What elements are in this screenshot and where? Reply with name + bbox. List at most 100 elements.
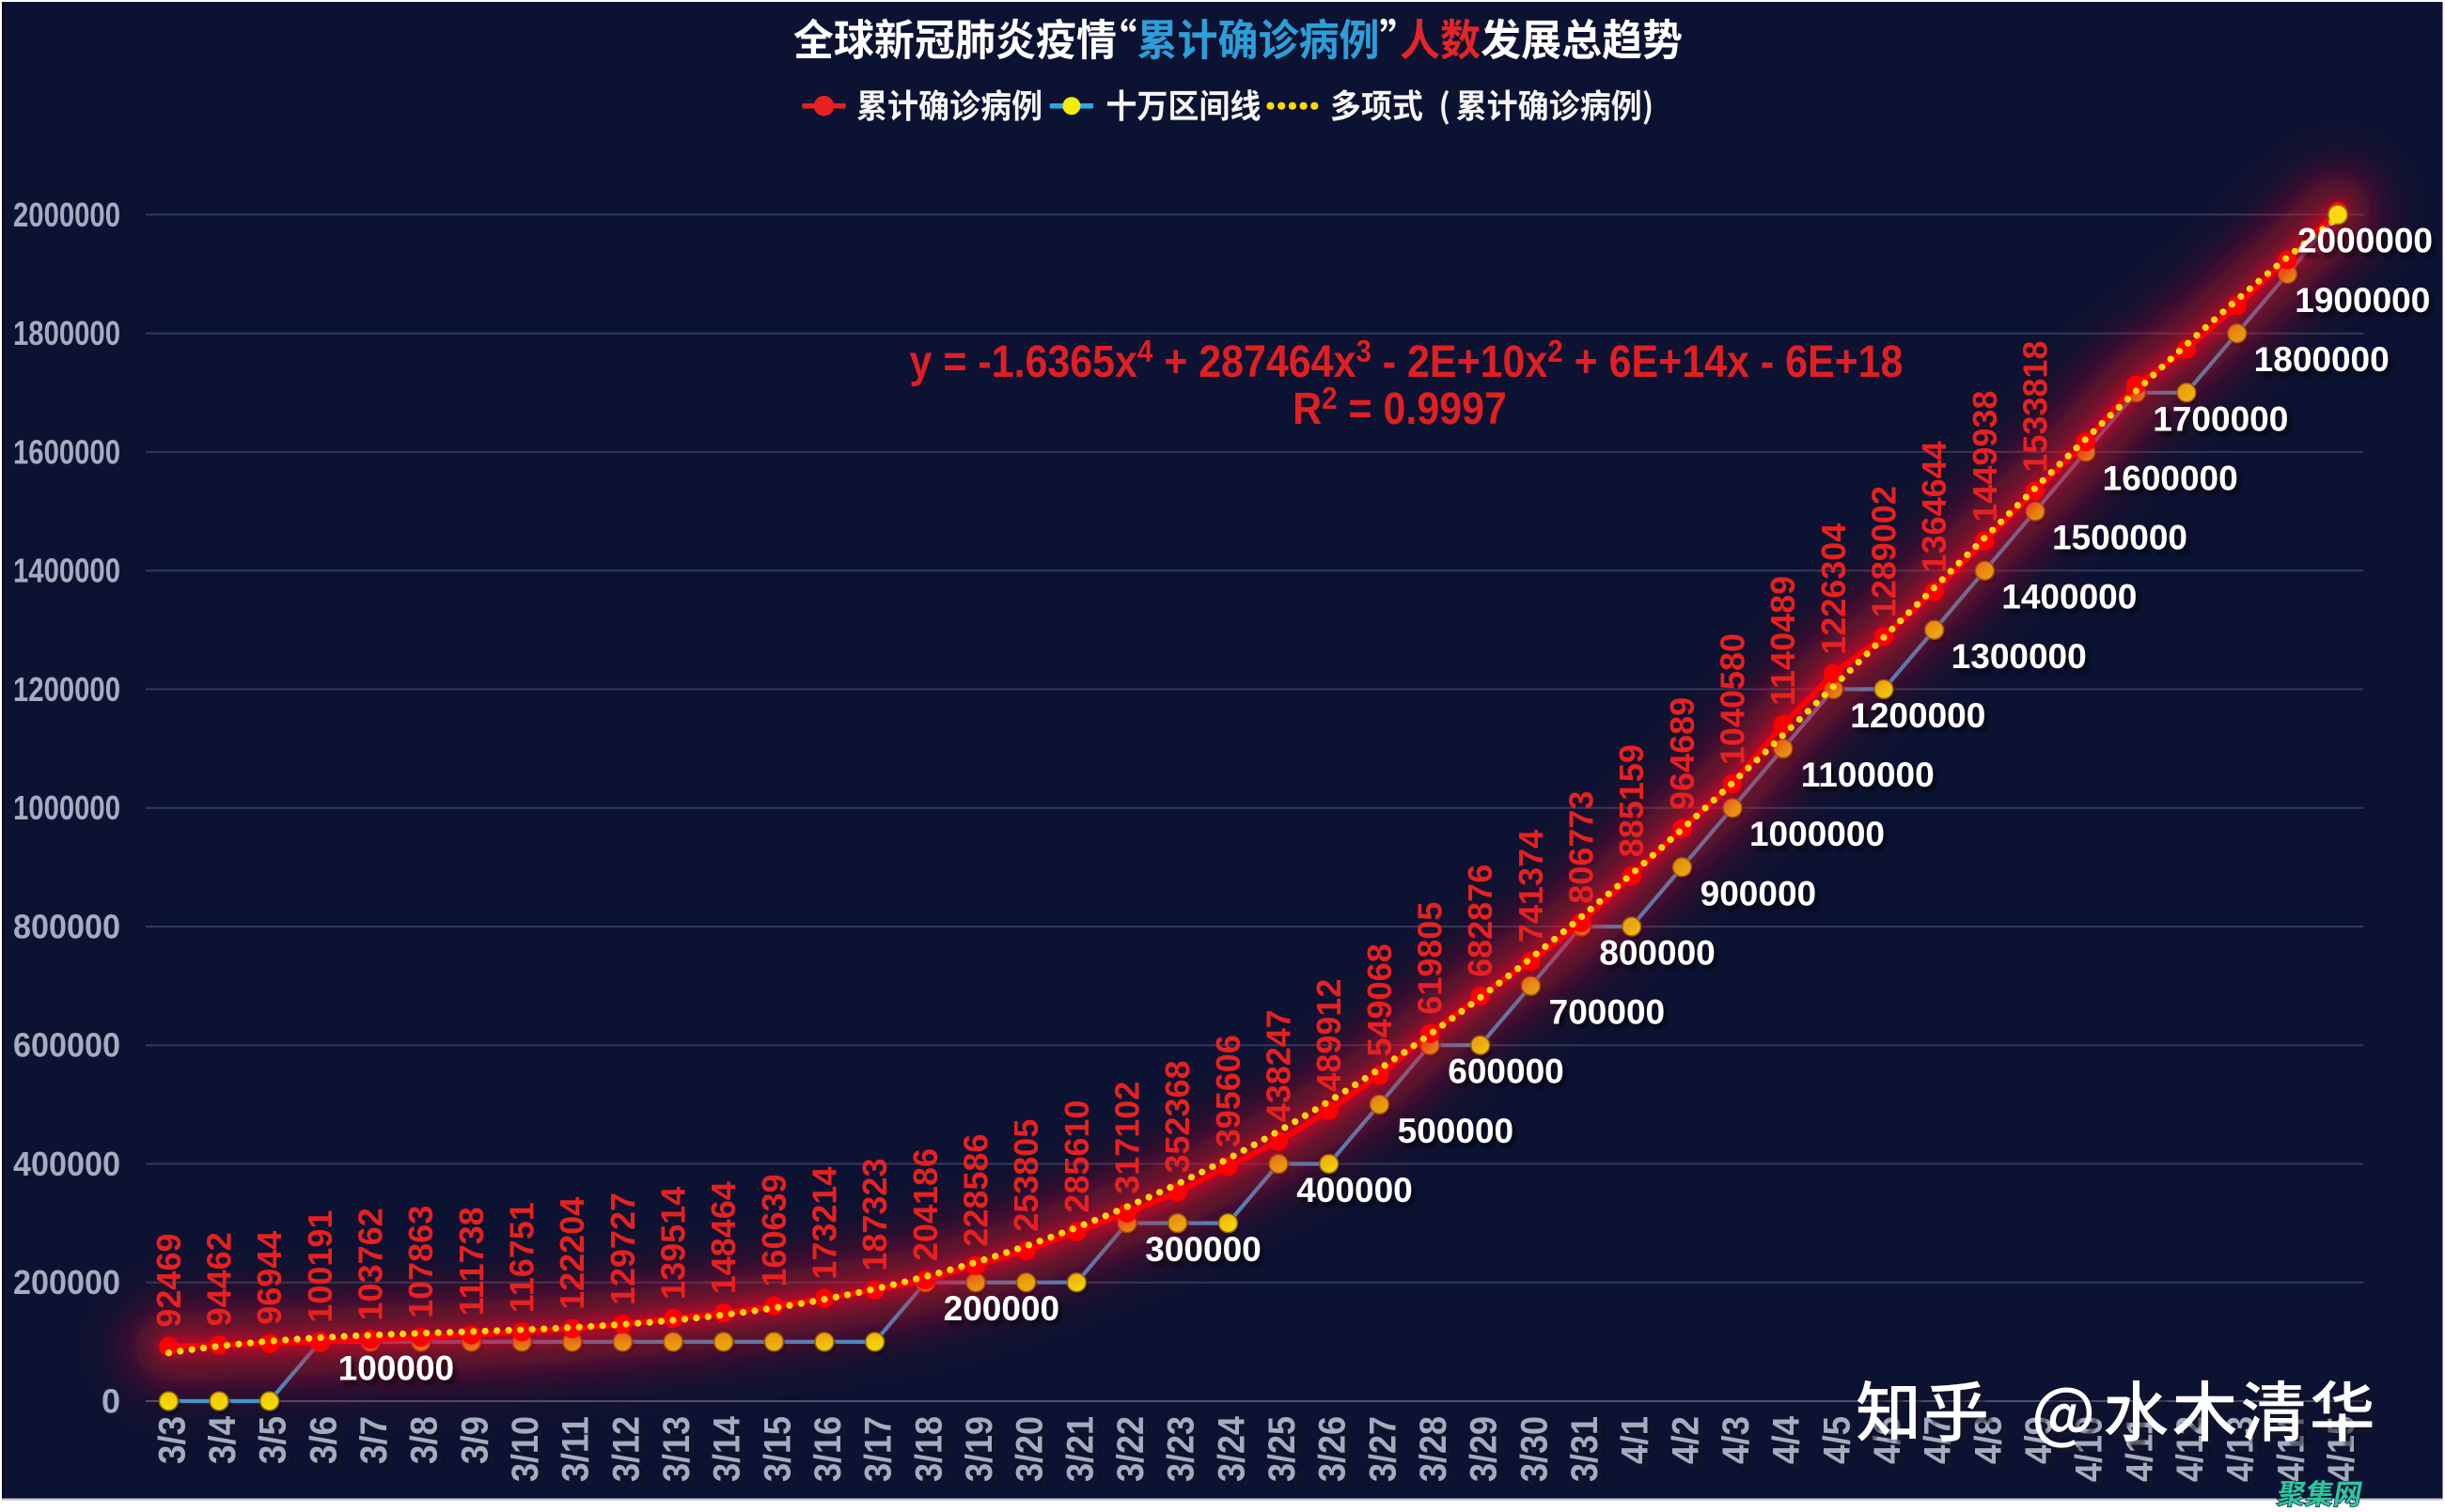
- svg-text:111738: 111738: [452, 1207, 491, 1316]
- svg-text:100000: 100000: [338, 1348, 454, 1387]
- svg-text:885159: 885159: [1612, 744, 1651, 857]
- svg-text:1700000: 1700000: [2153, 399, 2288, 438]
- svg-text:438247: 438247: [1260, 1009, 1298, 1122]
- svg-text:3/19: 3/19: [959, 1416, 1000, 1482]
- svg-text:253805: 253805: [1007, 1119, 1045, 1232]
- svg-text:4/8: 4/8: [1967, 1416, 2009, 1464]
- svg-text:3/30: 3/30: [1513, 1416, 1555, 1482]
- svg-text:1000000: 1000000: [1749, 815, 1885, 853]
- svg-text:3/15: 3/15: [757, 1416, 798, 1482]
- svg-text:148464: 148464: [704, 1181, 743, 1294]
- svg-text:3/12: 3/12: [605, 1416, 647, 1482]
- svg-text:3/26: 3/26: [1312, 1416, 1354, 1482]
- svg-text:3/8: 3/8: [404, 1416, 446, 1464]
- svg-text:1449938: 1449938: [1966, 391, 2004, 522]
- svg-text:700000: 700000: [1549, 993, 1665, 1032]
- svg-text:1900000: 1900000: [2295, 281, 2430, 320]
- svg-text:1400000: 1400000: [13, 552, 120, 590]
- svg-text:682876: 682876: [1461, 865, 1499, 977]
- svg-text:1800000: 1800000: [13, 314, 120, 352]
- svg-text:1800000: 1800000: [2254, 340, 2390, 379]
- svg-text:1140489: 1140489: [1763, 576, 1802, 706]
- svg-text:187323: 187323: [855, 1159, 894, 1271]
- svg-text:0: 0: [102, 1382, 120, 1421]
- svg-text:4/14: 4/14: [2270, 1415, 2312, 1482]
- svg-text:1400000: 1400000: [2001, 578, 2137, 616]
- svg-text:1364644: 1364644: [1915, 441, 1953, 572]
- svg-text:600000: 600000: [1448, 1052, 1563, 1091]
- svg-text:1500000: 1500000: [2052, 519, 2187, 557]
- svg-text:3/10: 3/10: [505, 1416, 546, 1482]
- svg-text:3/16: 3/16: [807, 1416, 849, 1482]
- svg-text:400000: 400000: [13, 1145, 120, 1183]
- svg-text:500000: 500000: [1398, 1112, 1513, 1150]
- svg-text:800000: 800000: [1599, 934, 1715, 973]
- svg-text:3/5: 3/5: [253, 1416, 294, 1464]
- svg-text:1289002: 1289002: [1865, 486, 1904, 617]
- svg-text:4/4: 4/4: [1766, 1415, 1808, 1464]
- svg-text:139514: 139514: [654, 1187, 693, 1300]
- svg-text:160639: 160639: [755, 1174, 793, 1286]
- svg-text:3/21: 3/21: [1059, 1416, 1101, 1482]
- svg-text:964689: 964689: [1663, 697, 1701, 810]
- svg-text:619805: 619805: [1411, 902, 1450, 1015]
- svg-text:352368: 352368: [1158, 1060, 1197, 1173]
- svg-text:741374: 741374: [1512, 830, 1550, 943]
- svg-text:200000: 200000: [13, 1263, 120, 1302]
- svg-text:116751: 116751: [503, 1202, 541, 1313]
- svg-text:3/20: 3/20: [1010, 1416, 1051, 1482]
- svg-text:3/11: 3/11: [556, 1416, 597, 1482]
- svg-text:1040580: 1040580: [1714, 633, 1752, 765]
- svg-text:129727: 129727: [603, 1192, 642, 1305]
- svg-text:1100000: 1100000: [1801, 756, 1935, 794]
- svg-text:3/14: 3/14: [707, 1415, 748, 1482]
- svg-text:395606: 395606: [1209, 1035, 1247, 1147]
- svg-text:107863: 107863: [401, 1206, 440, 1318]
- svg-text:3/4: 3/4: [202, 1415, 243, 1464]
- svg-text:800000: 800000: [13, 908, 120, 946]
- svg-text:1226304: 1226304: [1814, 523, 1853, 655]
- svg-text:103762: 103762: [352, 1208, 390, 1320]
- svg-text:4/2: 4/2: [1665, 1416, 1706, 1464]
- svg-text:600000: 600000: [13, 1026, 120, 1065]
- svg-text:3/31: 3/31: [1564, 1416, 1606, 1482]
- svg-text:1533818: 1533818: [2016, 341, 2055, 473]
- svg-text:3/22: 3/22: [1110, 1416, 1152, 1482]
- svg-text:300000: 300000: [1145, 1230, 1261, 1269]
- svg-text:3/24: 3/24: [1211, 1415, 1252, 1482]
- svg-text:4/5: 4/5: [1816, 1416, 1857, 1464]
- svg-text:1600000: 1600000: [13, 432, 120, 471]
- svg-text:96944: 96944: [250, 1231, 289, 1325]
- svg-text:92469: 92469: [149, 1233, 188, 1327]
- svg-text:4/10: 4/10: [2069, 1416, 2110, 1482]
- svg-text:3/23: 3/23: [1161, 1416, 1202, 1482]
- svg-text:3/18: 3/18: [908, 1416, 949, 1482]
- svg-text:R2 = 0.9997: R2 = 0.9997: [1293, 381, 1507, 433]
- svg-text:y = -1.6365x4 + 287464x3 - 2E+: y = -1.6365x4 + 287464x3 - 2E+10x2 + 6E+…: [910, 334, 1904, 386]
- svg-text:317102: 317102: [1108, 1082, 1147, 1194]
- svg-text:489912: 489912: [1309, 979, 1348, 1092]
- svg-text:2000000: 2000000: [13, 195, 120, 234]
- svg-text:1200000: 1200000: [1850, 696, 1985, 735]
- svg-text:400000: 400000: [1296, 1171, 1412, 1209]
- svg-text:3/25: 3/25: [1262, 1416, 1303, 1482]
- svg-text:3/28: 3/28: [1413, 1416, 1454, 1482]
- svg-text:3/13: 3/13: [656, 1416, 697, 1482]
- svg-text:3/17: 3/17: [858, 1416, 900, 1482]
- svg-text:3/29: 3/29: [1464, 1416, 1505, 1482]
- svg-text:2000000: 2000000: [2297, 222, 2433, 260]
- svg-text:3/6: 3/6: [303, 1416, 344, 1464]
- svg-text:122204: 122204: [553, 1197, 591, 1310]
- svg-text:3/9: 3/9: [454, 1416, 495, 1464]
- svg-text:1600000: 1600000: [2103, 459, 2238, 497]
- svg-text:3/3: 3/3: [151, 1416, 193, 1464]
- svg-text:100191: 100191: [301, 1210, 339, 1323]
- svg-text:4/1: 4/1: [1615, 1416, 1656, 1464]
- svg-text:900000: 900000: [1701, 874, 1816, 912]
- svg-text:200000: 200000: [944, 1289, 1059, 1328]
- svg-text:3/7: 3/7: [353, 1416, 395, 1464]
- svg-text:228586: 228586: [957, 1134, 995, 1247]
- svg-text:549068: 549068: [1360, 943, 1399, 1056]
- svg-text:4/3: 4/3: [1716, 1416, 1757, 1464]
- svg-text:1300000: 1300000: [1951, 637, 2087, 676]
